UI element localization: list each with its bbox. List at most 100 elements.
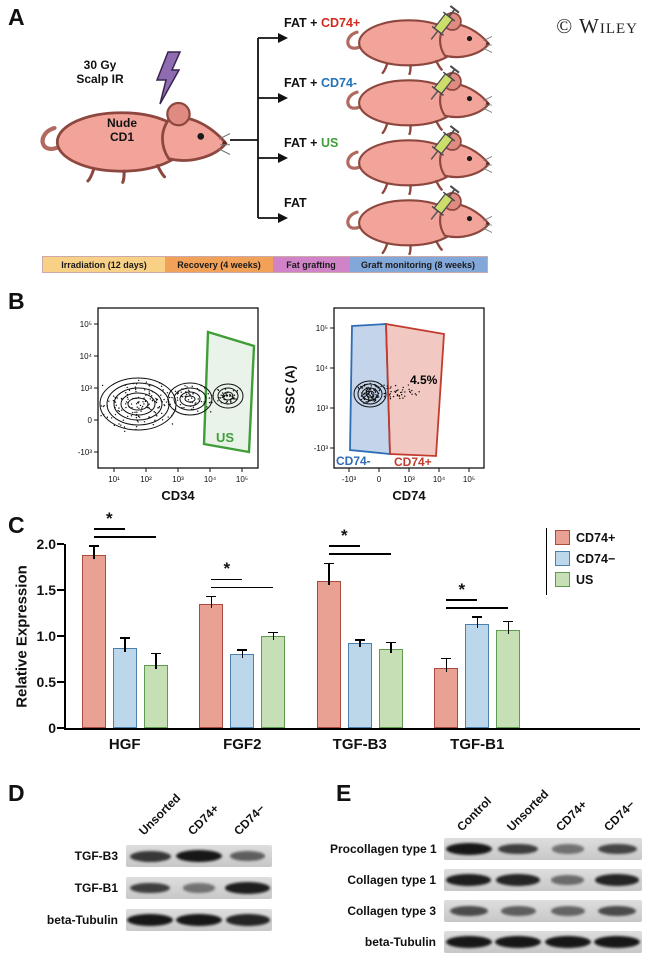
blot-strip xyxy=(444,838,642,860)
blot-row-label: Collagen type 3 xyxy=(347,904,436,918)
blot-band xyxy=(445,936,492,948)
scatter-dot xyxy=(150,408,152,411)
scatter-dot xyxy=(383,395,386,398)
scatter-dot xyxy=(363,383,366,386)
scatter-dot xyxy=(192,392,194,394)
scatter-dot xyxy=(225,401,227,404)
scatter-dot xyxy=(372,398,375,401)
y-tick-label: 1.0 xyxy=(36,628,56,644)
significance-line xyxy=(93,527,125,530)
scatter-dot xyxy=(135,425,138,428)
significance-line xyxy=(211,586,274,589)
significance-star: * xyxy=(223,559,231,579)
scatter-dot xyxy=(176,399,179,401)
scatter-dot xyxy=(370,396,373,398)
scatter-dot xyxy=(143,397,145,399)
scatter-dot xyxy=(145,381,147,383)
scatter-dot xyxy=(389,396,392,398)
significance-line xyxy=(328,553,391,556)
timeline-irradiation: Irradiation (12 days) xyxy=(43,257,165,272)
flow-plot-cd74: 4.5% CD74- CD74+ -10³ 0 10³ 10⁴ 10⁵ 10⁵ 10⁴ 10³… xyxy=(314,307,485,484)
scatter-dot xyxy=(366,401,369,403)
ssc-axis-label: SSC (A) xyxy=(282,365,298,414)
branch-label-cd74pos: FAT + CD74+ xyxy=(284,16,360,30)
western-blot-e: Procollagen type 1 Collagen type 1 Collage… xyxy=(330,838,642,955)
scatter-dot xyxy=(149,385,151,387)
significance-star: * xyxy=(340,526,348,546)
scatter-dot xyxy=(152,391,154,393)
scatter-dot xyxy=(229,394,232,396)
scatter-dot xyxy=(407,384,410,386)
scatter-dot xyxy=(181,388,183,390)
error-bar-cap xyxy=(441,657,452,659)
chart-bar xyxy=(347,643,372,728)
scatter-dot xyxy=(212,394,214,397)
error-bar xyxy=(124,638,126,652)
scatter-dot xyxy=(138,401,140,403)
scatter-dot xyxy=(146,406,149,409)
scatter-dot xyxy=(171,423,174,425)
chart-bar xyxy=(112,647,137,728)
scatter-dot xyxy=(185,391,187,393)
scatter-dot xyxy=(360,398,363,401)
scatter-dot xyxy=(363,385,366,387)
scatter-dot xyxy=(399,397,401,400)
scatter-dot xyxy=(370,387,372,389)
scatter-dot xyxy=(374,391,377,393)
scatter-dot xyxy=(386,387,388,390)
scatter-dot xyxy=(162,389,164,391)
scatter-dot xyxy=(160,385,163,387)
chart-bar xyxy=(261,636,286,728)
blot-band xyxy=(498,843,539,855)
scatter-dot xyxy=(148,391,150,393)
scatter-dot xyxy=(137,396,140,399)
scatter-dot xyxy=(160,400,162,402)
blot-band xyxy=(495,936,542,948)
cd74neg-gate-label: CD74- xyxy=(336,454,371,468)
axis-tick-label: 10⁵ xyxy=(236,475,248,484)
error-bar xyxy=(272,633,274,640)
scatter-dot xyxy=(177,391,179,394)
branch-label-us: FAT + US xyxy=(284,136,338,150)
error-bar-cap xyxy=(385,641,396,644)
scatter-dot xyxy=(236,389,239,392)
scatter-dot xyxy=(203,403,205,405)
scatter-dot xyxy=(198,400,201,402)
scatter-dot xyxy=(103,405,105,407)
scatter-dot xyxy=(186,386,188,388)
error-bar xyxy=(507,622,509,634)
blot-band xyxy=(551,844,584,854)
legend-swatch xyxy=(555,551,570,566)
scatter-dot xyxy=(125,392,127,394)
scatter-dot xyxy=(230,401,232,403)
timeline-recovery: Recovery (4 weeks) xyxy=(165,257,273,272)
scatter-dot xyxy=(183,406,185,409)
scatter-dot xyxy=(389,398,392,400)
scatter-dot xyxy=(181,406,183,409)
scatter-dot xyxy=(371,397,373,399)
scatter-dot xyxy=(184,385,186,387)
scatter-dot xyxy=(141,405,144,408)
chart-legend: CD74+ CD74− US xyxy=(546,528,619,595)
scatter-dot xyxy=(116,397,118,399)
scatter-dot xyxy=(176,393,179,395)
scatter-dot xyxy=(362,397,364,400)
flow-plot-cd34: US 10¹ 10² 10³ 10⁴ 10⁵ 10⁵ 10⁴ 10³ 0 -10³ xyxy=(78,307,259,484)
axis-tick-label: 10⁵ xyxy=(80,320,92,329)
error-bar xyxy=(241,650,243,659)
axis-tick-label: 10⁵ xyxy=(316,324,328,333)
scatter-dot xyxy=(118,423,120,425)
scatter-dot xyxy=(154,419,156,422)
blot-band xyxy=(183,883,215,893)
blot-band xyxy=(496,874,541,886)
scatter-dot xyxy=(368,392,370,394)
blot-band xyxy=(225,914,270,926)
scatter-dot xyxy=(219,397,222,399)
scatter-dot xyxy=(161,401,163,403)
blot-col-header: Unsorted xyxy=(136,790,184,838)
scatter-dot xyxy=(357,386,359,389)
scatter-dot xyxy=(172,412,175,414)
scatter-dot xyxy=(145,400,147,402)
significance-line xyxy=(93,535,156,538)
scatter-dot xyxy=(125,403,127,405)
